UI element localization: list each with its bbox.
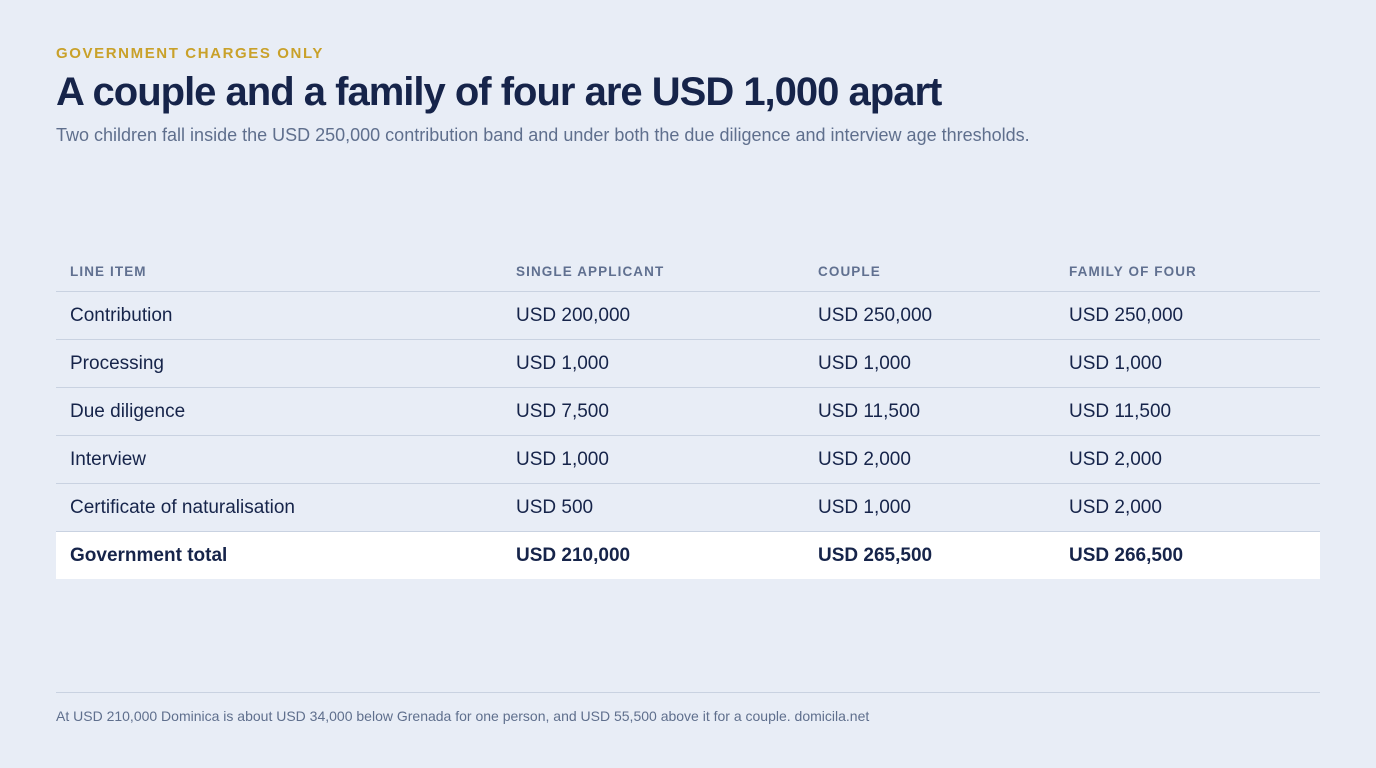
family-of-four-total-cell: USD 266,500	[1055, 531, 1320, 579]
family-of-four-cell: USD 2,000	[1055, 435, 1320, 484]
table-row-processing: Processing USD 1,000 USD 1,000 USD 1,000	[56, 339, 1320, 388]
column-header-line-item: LINE ITEM	[56, 252, 502, 292]
column-header-couple: COUPLE	[804, 252, 1055, 292]
couple-total-cell: USD 265,500	[804, 531, 1055, 579]
page-title: A couple and a family of four are USD 1,…	[56, 70, 942, 114]
couple-cell: USD 1,000	[804, 483, 1055, 532]
footnote: At USD 210,000 Dominica is about USD 34,…	[56, 708, 870, 724]
family-of-four-cell: USD 2,000	[1055, 483, 1320, 532]
family-of-four-cell: USD 11,500	[1055, 387, 1320, 436]
table-row-government-total: Government total USD 210,000 USD 265,500…	[56, 531, 1320, 579]
single-applicant-cell: USD 200,000	[502, 291, 804, 340]
footer-divider	[56, 692, 1320, 693]
table-row-contribution: Contribution USD 200,000 USD 250,000 USD…	[56, 291, 1320, 340]
line-item-cell: Due diligence	[56, 387, 502, 436]
table-row-due-diligence: Due diligence USD 7,500 USD 11,500 USD 1…	[56, 387, 1320, 436]
column-header-single-applicant: SINGLE APPLICANT	[502, 252, 804, 292]
column-header-family-of-four: FAMILY OF FOUR	[1055, 252, 1320, 292]
couple-cell: USD 2,000	[804, 435, 1055, 484]
total-label-cell: Government total	[56, 531, 502, 579]
table-row-interview: Interview USD 1,000 USD 2,000 USD 2,000	[56, 435, 1320, 484]
couple-cell: USD 11,500	[804, 387, 1055, 436]
table-row-certificate: Certificate of naturalisation USD 500 US…	[56, 483, 1320, 532]
family-of-four-cell: USD 250,000	[1055, 291, 1320, 340]
couple-cell: USD 1,000	[804, 339, 1055, 388]
line-item-cell: Interview	[56, 435, 502, 484]
family-of-four-cell: USD 1,000	[1055, 339, 1320, 388]
single-applicant-total-cell: USD 210,000	[502, 531, 804, 579]
eyebrow-label: GOVERNMENT CHARGES ONLY	[56, 45, 324, 62]
table-header-row: LINE ITEM SINGLE APPLICANT COUPLE FAMILY…	[56, 252, 1320, 292]
single-applicant-cell: USD 1,000	[502, 339, 804, 388]
fees-table: LINE ITEM SINGLE APPLICANT COUPLE FAMILY…	[56, 252, 1320, 579]
couple-cell: USD 250,000	[804, 291, 1055, 340]
line-item-cell: Contribution	[56, 291, 502, 340]
line-item-cell: Certificate of naturalisation	[56, 483, 502, 532]
single-applicant-cell: USD 500	[502, 483, 804, 532]
single-applicant-cell: USD 1,000	[502, 435, 804, 484]
line-item-cell: Processing	[56, 339, 502, 388]
single-applicant-cell: USD 7,500	[502, 387, 804, 436]
page-subtitle: Two children fall inside the USD 250,000…	[56, 125, 1030, 145]
